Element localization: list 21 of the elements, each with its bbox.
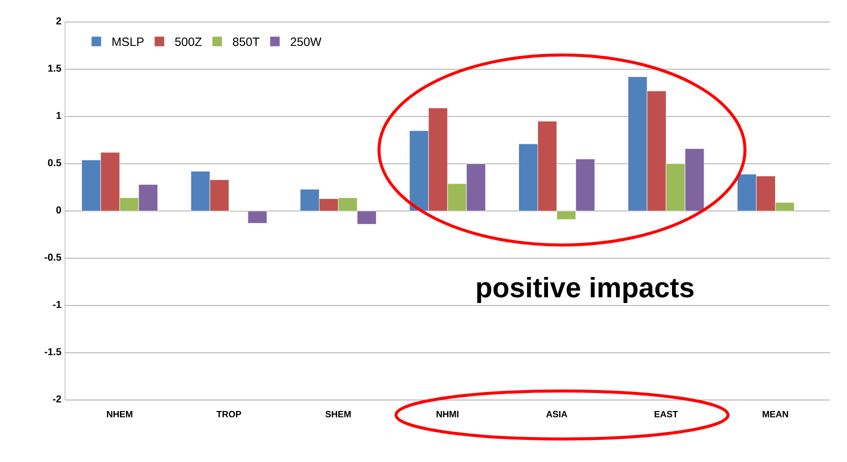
y-tick-label: -1 (52, 301, 62, 308)
y-tick-label: 2 (56, 17, 62, 24)
legend-label: MSLP (112, 38, 144, 46)
y-tick-label: -0.5 (44, 254, 62, 261)
legend-label: 500Z (175, 38, 202, 46)
x-tick-label: ASIA (546, 410, 568, 418)
x-tick-label: NHMI (436, 411, 458, 418)
x-tick-label: EAST (654, 410, 678, 418)
x-tick-label: MEAN (762, 411, 788, 418)
y-tick-label: 0 (56, 206, 62, 214)
y-tick-label: 1.5 (48, 64, 62, 72)
annotation: positive impacts (477, 276, 694, 304)
legend-label: 850T (232, 38, 260, 46)
y-tick-label: 1 (56, 112, 62, 119)
y-tick-label: -1.5 (44, 348, 62, 356)
y-tick-label: 0.5 (48, 159, 62, 166)
x-tick-label: NHEM (106, 411, 132, 418)
y-tick-label: -2 (52, 395, 62, 402)
legend-label: 250W (290, 38, 322, 46)
x-tick-label: TROP (216, 410, 242, 418)
x-tick-label: SHEM (325, 410, 351, 418)
